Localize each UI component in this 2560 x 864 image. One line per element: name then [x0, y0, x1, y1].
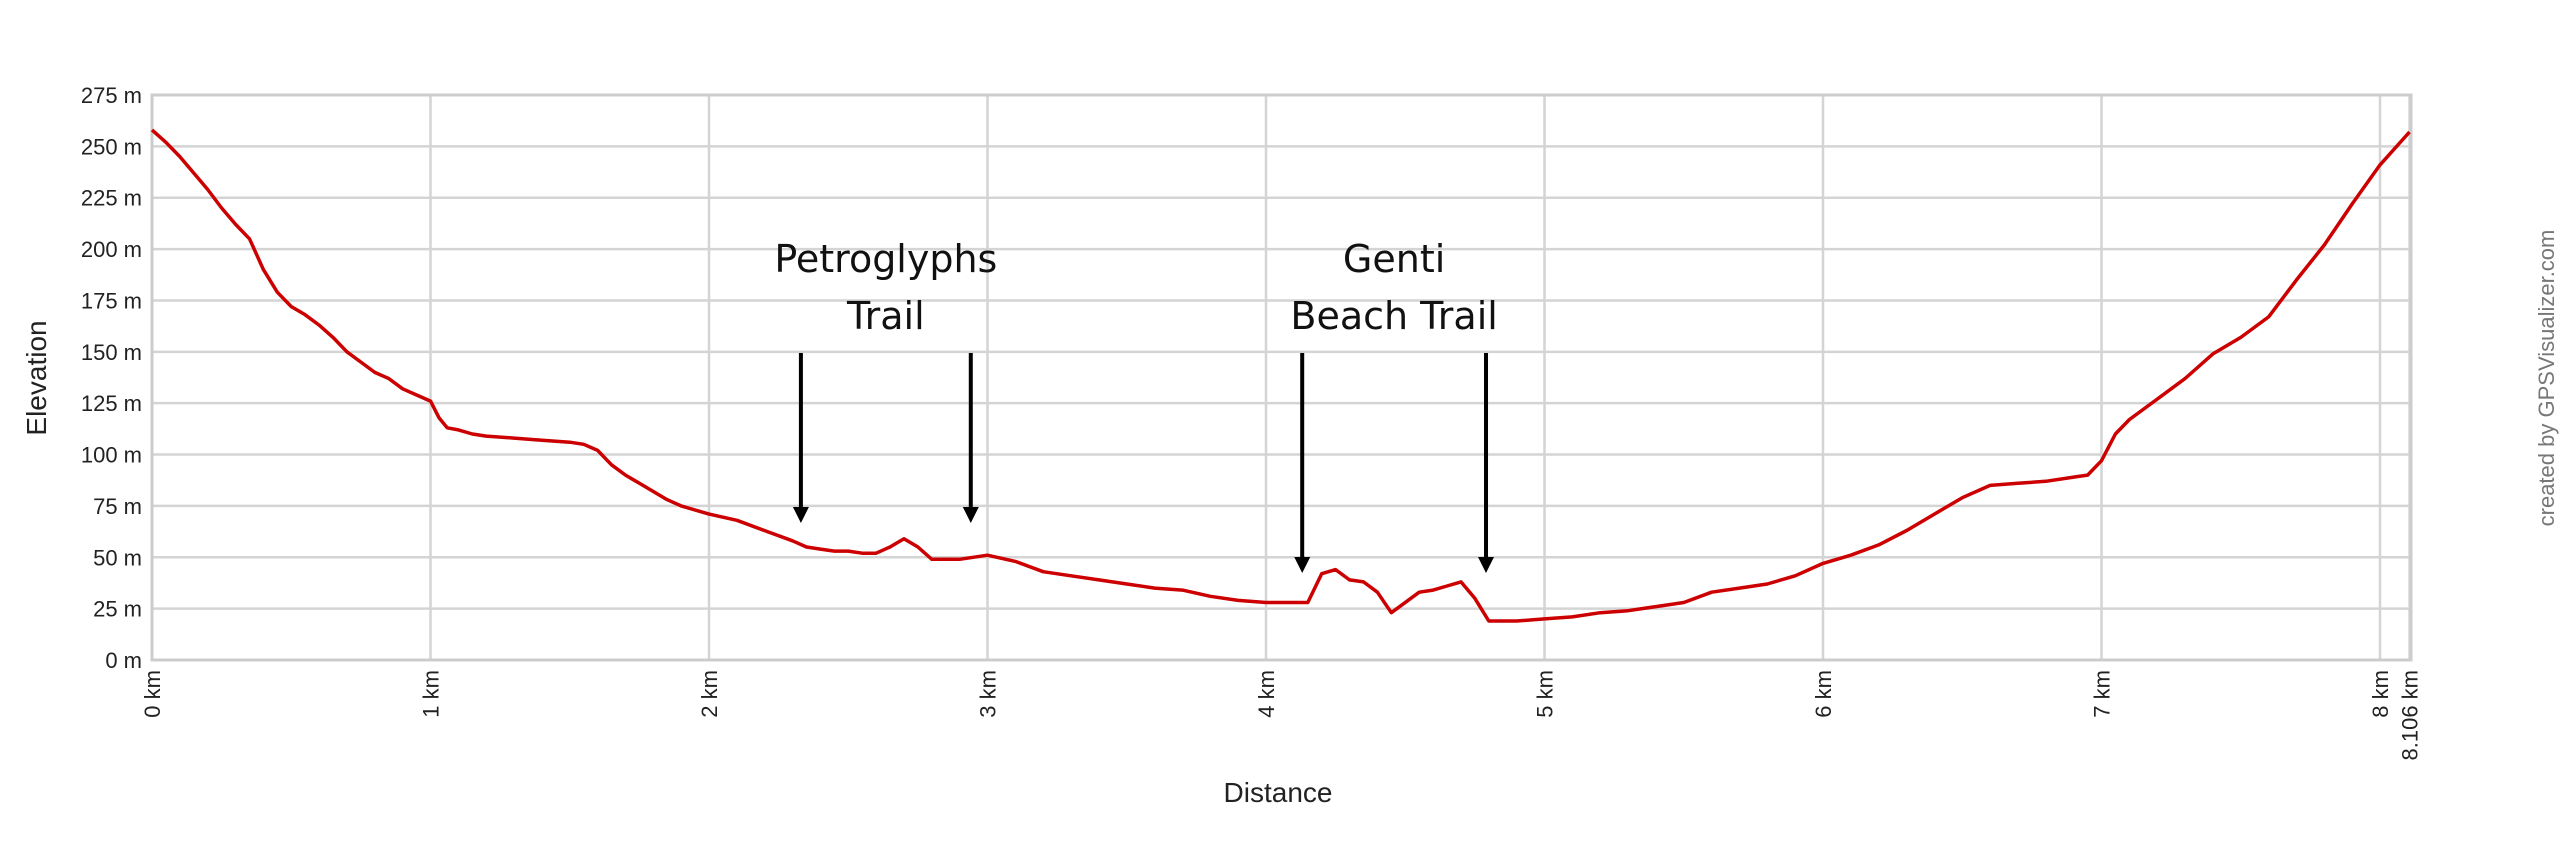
x-tick-label: 6 km — [1811, 670, 1836, 718]
x-tick-label: 7 km — [2090, 670, 2115, 718]
down-arrow-icon — [1478, 353, 1495, 573]
x-tick-label: 1 km — [419, 670, 444, 718]
x-tick-label: 2 km — [697, 670, 722, 718]
y-axis-tick-labels: 0 m 25 m 50 m 75 m 100 m 125 m 150 m 175 m 200 m… — [81, 83, 142, 673]
y-tick-label: 275 m — [81, 83, 142, 108]
annotation-label: Petroglyphs — [774, 237, 997, 281]
y-axis-title: Elevation — [21, 320, 52, 435]
x-tick-label: 0 km — [140, 670, 165, 718]
y-tick-label: 175 m — [81, 288, 142, 313]
down-arrow-icon — [1294, 353, 1311, 573]
elevation-line — [150, 128, 2411, 623]
x-tick-label: 4 km — [1254, 670, 1279, 718]
y-tick-label: 50 m — [93, 545, 142, 570]
y-tick-label: 0 m — [105, 648, 142, 673]
plot-area-border — [150, 93, 2413, 662]
x-axis-tick-labels: 0 km 1 km 2 km 3 km 4 km 5 km 6 km 7 km 8 km 8.10… — [140, 670, 2423, 761]
annotation-label: Beach Trail — [1290, 294, 1497, 338]
annotation-label: Trail — [846, 294, 925, 338]
x-tick-label: 8.106 km — [2398, 670, 2423, 761]
grid-lines — [150, 93, 2411, 662]
y-tick-label: 250 m — [81, 134, 142, 159]
y-tick-label: 200 m — [81, 237, 142, 262]
x-axis-title: Distance — [1224, 777, 1333, 808]
credit-label: created by GPSVisualizer.com — [2534, 230, 2559, 527]
trail-annotations: Petroglyphs Trail Genti Beach Trail — [774, 237, 1498, 573]
y-tick-label: 100 m — [81, 443, 142, 468]
y-tick-label: 150 m — [81, 340, 142, 365]
x-tick-label: 3 km — [976, 670, 1001, 718]
y-tick-label: 125 m — [81, 391, 142, 416]
down-arrow-icon — [962, 353, 979, 523]
annotation-label: Genti — [1343, 237, 1445, 281]
y-tick-label: 75 m — [93, 494, 142, 519]
y-tick-label: 225 m — [81, 186, 142, 211]
y-tick-label: 25 m — [93, 597, 142, 622]
down-arrow-icon — [792, 353, 809, 523]
x-tick-label: 5 km — [1533, 670, 1558, 718]
x-tick-label: 8 km — [2368, 670, 2393, 718]
